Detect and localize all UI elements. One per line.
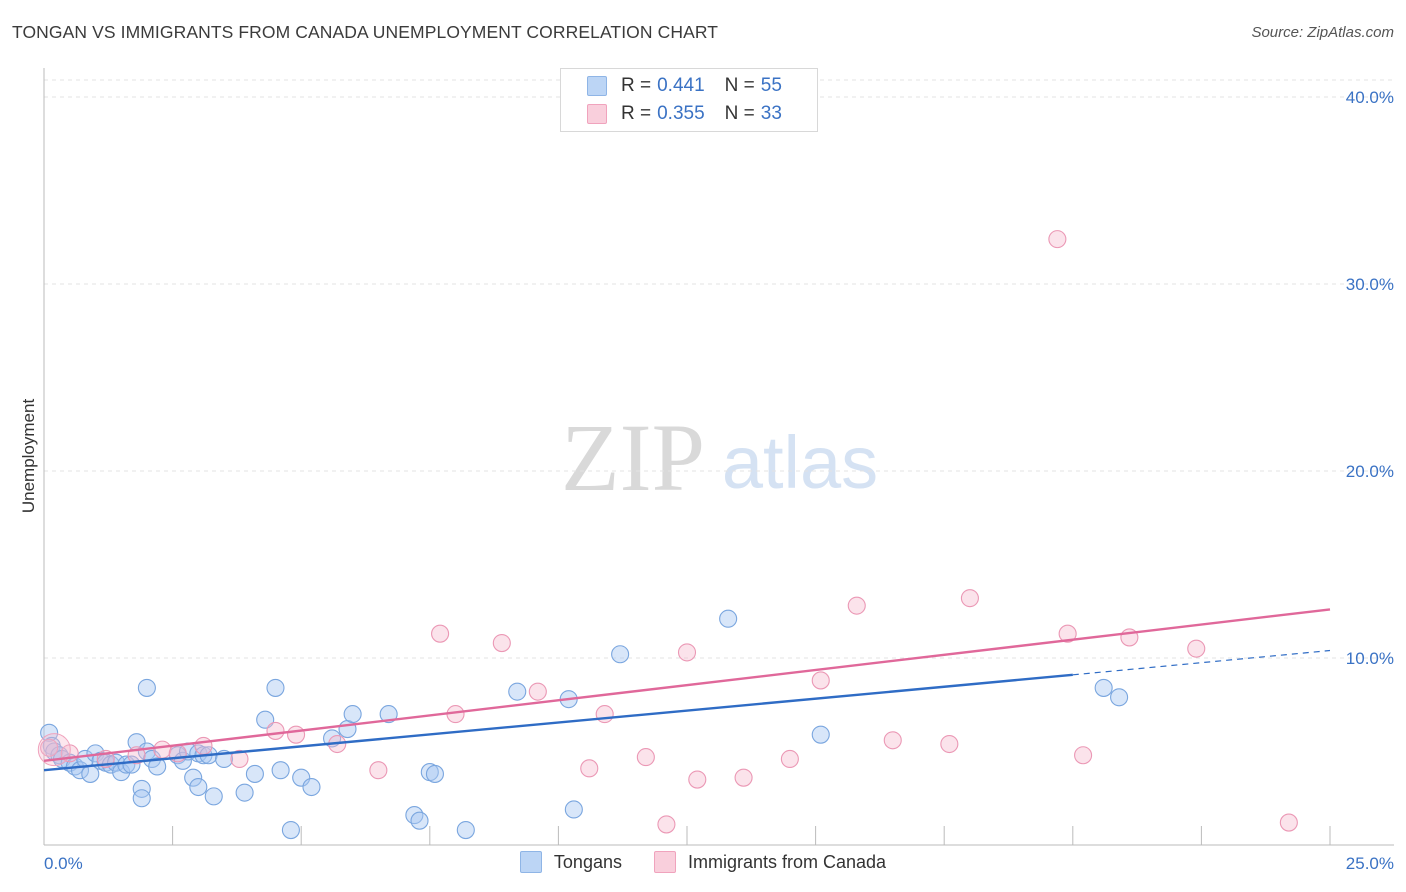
canada-point bbox=[266, 721, 285, 740]
tongans-point bbox=[302, 777, 321, 797]
stats-legend: R = 0.441 N = 55 R = 0.355 N = 33 bbox=[560, 68, 818, 132]
tongans-point bbox=[1094, 678, 1113, 697]
canada-point bbox=[780, 749, 799, 769]
tongans-point bbox=[122, 755, 141, 774]
legend-r-value: 0.441 bbox=[657, 75, 705, 96]
canada-point bbox=[677, 643, 697, 662]
canada-point bbox=[811, 671, 830, 690]
chart-title: TONGAN VS IMMIGRANTS FROM CANADA UNEMPLO… bbox=[12, 22, 719, 42]
canada-point bbox=[431, 624, 450, 643]
canada-point bbox=[1074, 746, 1093, 765]
tongans-point bbox=[148, 757, 167, 776]
tongans-point bbox=[719, 609, 738, 628]
tongans-point bbox=[292, 768, 311, 787]
legend-swatch-pink bbox=[587, 104, 607, 124]
canada-point bbox=[492, 633, 511, 653]
legend-r-value: 0.355 bbox=[657, 103, 705, 124]
legend-swatch-blue bbox=[587, 76, 607, 96]
canada-point bbox=[1048, 230, 1067, 249]
legend-row-canada: R = 0.355 N = 33 bbox=[587, 101, 782, 127]
tongans-point bbox=[425, 764, 444, 783]
watermark-zip: ZIP bbox=[561, 404, 705, 511]
legend-r-label: R = bbox=[621, 75, 652, 96]
tongans-point bbox=[204, 787, 223, 806]
tongans-point bbox=[132, 789, 151, 808]
y-tick-label: 20.0% bbox=[1346, 462, 1394, 481]
y-tick-label: 40.0% bbox=[1346, 88, 1394, 107]
canada-point bbox=[940, 734, 959, 754]
legend-item-canada[interactable]: Immigrants from Canada bbox=[653, 851, 887, 873]
tongans-point bbox=[266, 678, 285, 697]
y-tick-label: 30.0% bbox=[1346, 275, 1394, 294]
legend-r-label: R = bbox=[621, 103, 652, 124]
canada-point bbox=[580, 759, 599, 778]
legend-item-tongans[interactable]: Tongans bbox=[519, 851, 622, 873]
canada-point bbox=[657, 815, 676, 834]
tongans-point bbox=[245, 764, 264, 783]
canada-point bbox=[1279, 813, 1298, 832]
tongans-point bbox=[271, 761, 290, 780]
tongans-point bbox=[811, 725, 830, 744]
canada-point bbox=[369, 761, 388, 780]
tongans-point bbox=[132, 779, 151, 798]
canada-point bbox=[636, 748, 655, 767]
y-tick-label: 10.0% bbox=[1346, 649, 1394, 668]
legend-n-value: 55 bbox=[760, 75, 782, 96]
tongans-point bbox=[281, 820, 300, 840]
series-legend: Tongans Immigrants from Canada bbox=[0, 851, 1406, 873]
tongans-point bbox=[456, 820, 475, 840]
tongans-point bbox=[137, 678, 156, 697]
canada-point bbox=[194, 736, 213, 755]
canada-trend-line bbox=[43, 608, 1331, 763]
tongans-point bbox=[184, 768, 203, 787]
y-axis-label: Unemployment bbox=[19, 399, 38, 514]
tongans-point bbox=[379, 705, 398, 724]
canada-point bbox=[1187, 639, 1206, 658]
tongans-point bbox=[235, 783, 254, 802]
legend-n-label: N = bbox=[724, 103, 755, 124]
legend-row-tongans: R = 0.441 N = 55 bbox=[587, 73, 782, 99]
canada-point bbox=[230, 749, 249, 769]
x-tick-label-max: 25.0% bbox=[1346, 854, 1394, 873]
canada-point bbox=[734, 768, 753, 787]
watermark-atlas: atlas bbox=[722, 421, 878, 504]
canada-point bbox=[1058, 624, 1077, 643]
legend-n-label: N = bbox=[724, 75, 755, 96]
canada-point bbox=[883, 731, 902, 750]
legend-label-canada: Immigrants from Canada bbox=[687, 851, 887, 872]
canada-point bbox=[960, 589, 979, 608]
canada-point bbox=[153, 740, 172, 759]
canada-point bbox=[528, 682, 547, 701]
tongans-point bbox=[410, 811, 429, 830]
canada-point bbox=[847, 596, 866, 615]
legend-label-tongans: Tongans bbox=[553, 851, 622, 872]
canada-point bbox=[287, 725, 306, 744]
x-tick-label-min: 0.0% bbox=[44, 854, 83, 873]
canada-point bbox=[595, 705, 614, 724]
canada-point bbox=[688, 770, 707, 789]
tongans-point bbox=[508, 682, 527, 701]
legend-n-value: 33 bbox=[760, 103, 782, 124]
legend-swatch-blue bbox=[519, 851, 542, 873]
tongans-point bbox=[405, 806, 424, 825]
source-label: Source: ZipAtlas.com bbox=[1251, 24, 1394, 41]
tongans-point bbox=[343, 705, 362, 724]
legend-swatch-pink bbox=[653, 851, 676, 873]
tongans-point bbox=[1110, 688, 1129, 707]
tongans-point bbox=[117, 755, 136, 774]
tongans-point bbox=[611, 645, 630, 664]
tongans-point bbox=[189, 777, 208, 797]
tongans-point bbox=[256, 710, 275, 729]
tongans-trend-line bbox=[43, 673, 1073, 772]
tongans-point bbox=[564, 800, 583, 819]
canada-point bbox=[40, 738, 59, 757]
